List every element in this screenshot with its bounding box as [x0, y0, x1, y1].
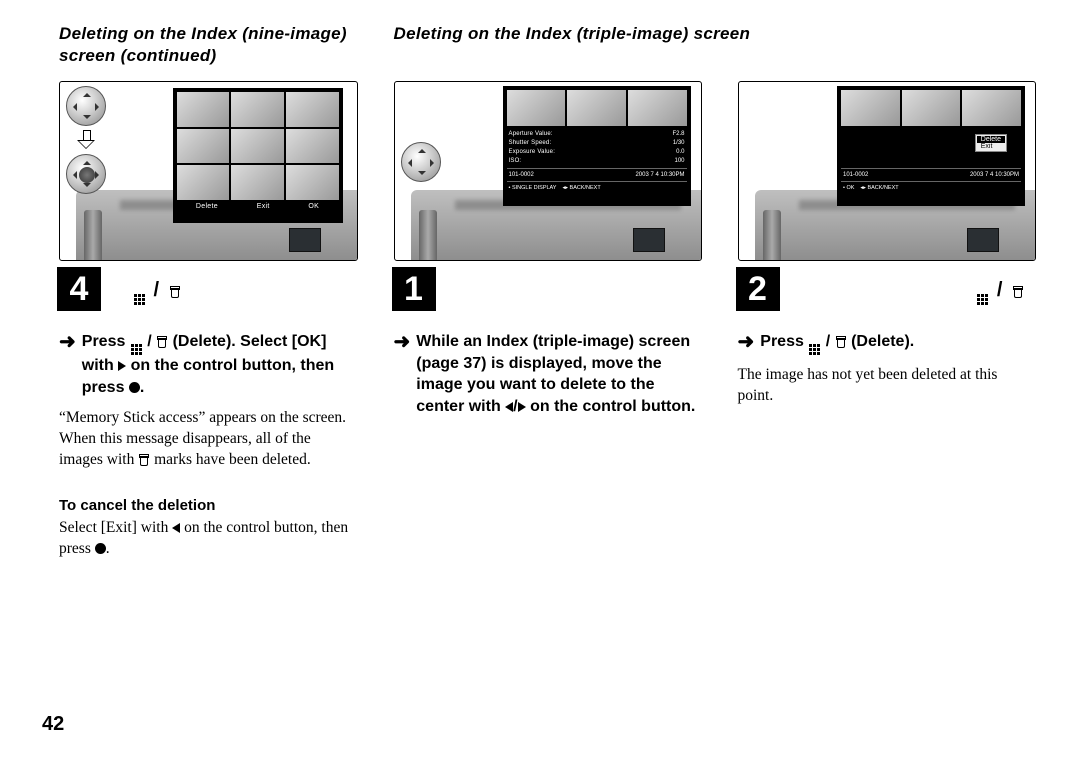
- menu-delete: Delete: [977, 136, 1005, 143]
- trash-icon: [157, 336, 167, 348]
- column-step1: Deleting on the Index (triple-image) scr…: [394, 23, 702, 560]
- lcd-footer-exit: Exit: [257, 203, 270, 210]
- step-arrow-icon: ➜: [59, 332, 76, 399]
- left-arrow-icon: [505, 402, 513, 412]
- lcd-nine-grid: Delete Exit OK: [173, 88, 343, 223]
- camera-illustration: 101-00022003 7 4 10:30PM • OK◂▸ BACK/NEX…: [738, 81, 1037, 261]
- index-icon: [131, 344, 142, 355]
- dpad-illustration: [66, 86, 106, 198]
- cancel-body: Select [Exit] with on the control button…: [59, 518, 358, 560]
- figure-step1: Aperture Value:F2.8 Shutter Speed:1/30 E…: [394, 81, 702, 301]
- heading-col1: Deleting on the Index (nine-image) scree…: [59, 23, 358, 69]
- step-number-2: 2: [736, 267, 780, 311]
- column-step2: 101-00022003 7 4 10:30PM • OK◂▸ BACK/NEX…: [738, 23, 1037, 560]
- dpad-illustration: [401, 142, 441, 186]
- trash-icon: [836, 336, 846, 348]
- index-icon: [134, 294, 145, 305]
- heading-spacer: [738, 23, 1037, 69]
- trash-icon: [139, 454, 149, 466]
- trash-icon: [170, 286, 180, 298]
- lcd-footer-ok: OK: [308, 203, 319, 210]
- figure-step4: Delete Exit OK 4 /: [59, 81, 358, 301]
- figure-step2: 101-00022003 7 4 10:30PM • OK◂▸ BACK/NEX…: [738, 81, 1037, 301]
- menu-exit: Exit: [977, 143, 1005, 150]
- center-button-icon: [95, 543, 106, 554]
- step-arrow-icon: ➜: [738, 332, 755, 356]
- cancel-heading: To cancel the deletion: [59, 497, 358, 514]
- step-arrow-icon: ➜: [394, 332, 411, 418]
- right-arrow-icon: [118, 361, 126, 371]
- index-icon: [809, 344, 820, 355]
- index-trash-icons: /: [976, 279, 1024, 305]
- camera-illustration: Aperture Value:F2.8 Shutter Speed:1/30 E…: [394, 81, 702, 261]
- lcd-triple: Aperture Value:F2.8 Shutter Speed:1/30 E…: [503, 86, 691, 206]
- column-step4: Deleting on the Index (nine-image) scree…: [59, 23, 358, 560]
- lcd-triple-menu: 101-00022003 7 4 10:30PM • OK◂▸ BACK/NEX…: [837, 86, 1025, 206]
- step4-body: “Memory Stick access” appears on the scr…: [59, 408, 358, 471]
- step-number-1: 1: [392, 267, 436, 311]
- index-icon: [977, 294, 988, 305]
- index-trash-icons: /: [133, 279, 181, 305]
- center-button-icon: [129, 382, 140, 393]
- lcd-footer-delete: Delete: [196, 203, 218, 210]
- delete-exit-menu: Delete Exit: [975, 134, 1007, 152]
- step-number-4: 4: [57, 267, 101, 311]
- step2-body: The image has not yet been deleted at th…: [738, 365, 1037, 407]
- right-arrow-icon: [518, 402, 526, 412]
- camera-illustration: Delete Exit OK: [59, 81, 358, 261]
- step4-instruction: Press / (Delete). Select [OK] with on th…: [82, 331, 358, 398]
- step1-instruction: While an Index (triple-image) screen (pa…: [416, 331, 701, 417]
- step2-instruction: Press / (Delete).: [760, 331, 914, 355]
- page-number: 42: [42, 713, 64, 736]
- trash-icon: [1013, 286, 1023, 298]
